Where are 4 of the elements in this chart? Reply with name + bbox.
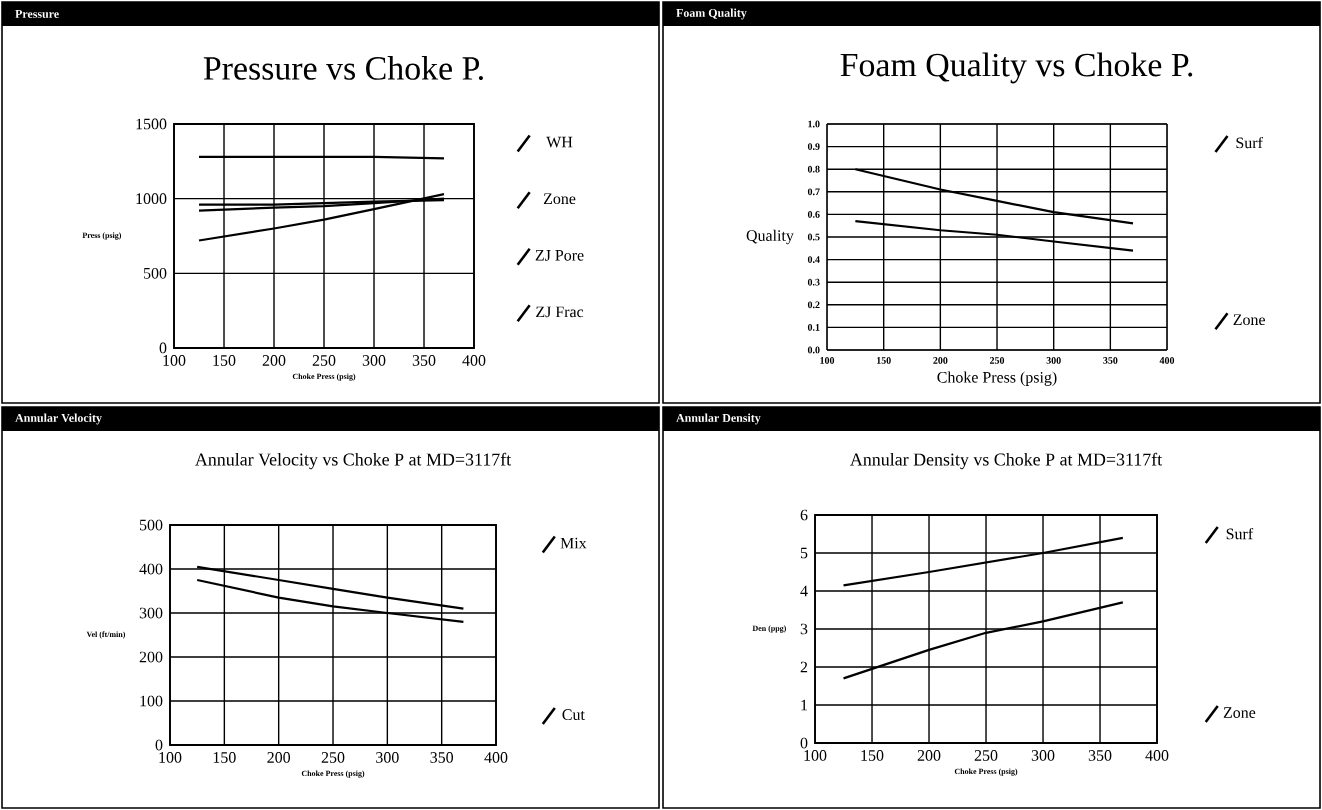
chart-title: Foam Quality vs Choke P.: [840, 52, 1193, 84]
chart-title: Annular Density vs Choke P at MD=3117ft: [850, 452, 1163, 470]
chart-title: Pressure vs Choke P.: [203, 56, 483, 80]
chart-title: Annular Velocity vs Choke P at MD=3117ft: [195, 452, 512, 470]
